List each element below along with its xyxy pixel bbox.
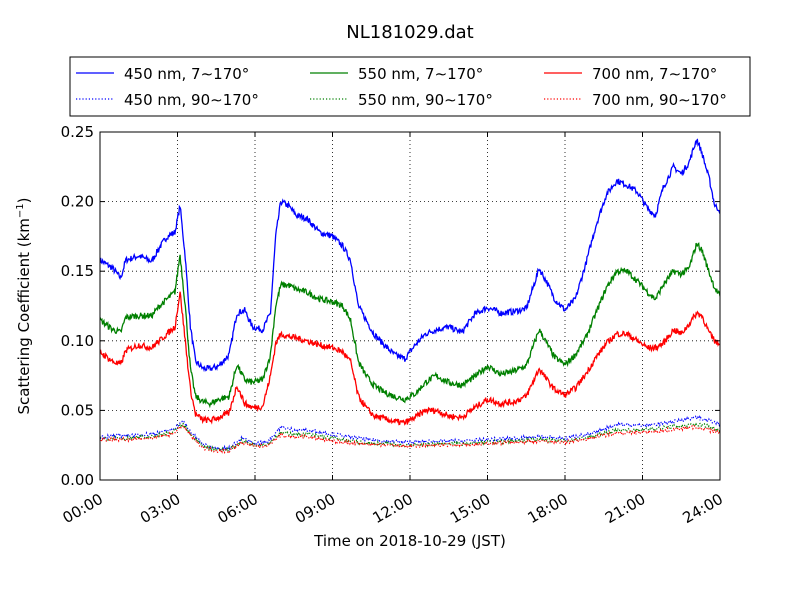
legend-box xyxy=(69,56,751,117)
x-tick-label: 18:00 xyxy=(525,490,571,527)
legend-label-4: 550 nm, 90∼170° xyxy=(358,91,493,109)
y-tick-label: 0.20 xyxy=(61,193,94,211)
legend-label-3: 450 nm, 90∼170° xyxy=(124,91,259,109)
series-line-4 xyxy=(100,422,720,454)
x-tick-label: 12:00 xyxy=(370,490,416,527)
y-tick-label: 0.25 xyxy=(61,123,94,141)
legend: 450 nm, 7∼170° 550 nm, 7∼170° 700 nm, 7∼17… xyxy=(69,56,751,117)
y-axis-label-main: Scattering Coefficient (km xyxy=(15,218,33,414)
series-layer xyxy=(100,138,720,455)
legend-label-5: 700 nm, 90∼170° xyxy=(592,91,727,109)
x-tick-label: 24:00 xyxy=(680,490,726,527)
chart-title: NL181029.dat xyxy=(346,22,473,43)
legend-label-0: 450 nm, 7∼170° xyxy=(124,65,249,83)
grid xyxy=(100,132,720,480)
y-tick-label: 0.15 xyxy=(61,262,94,280)
y-axis-label: Scattering Coefficient (km−1) xyxy=(15,197,33,414)
x-tick-label: 00:00 xyxy=(60,490,106,527)
legend-label-1: 550 nm, 7∼170° xyxy=(358,65,483,83)
legend-label-2: 700 nm, 7∼170° xyxy=(592,65,717,83)
y-axis: 0.00 0.05 0.10 0.15 0.20 0.25 xyxy=(61,123,720,489)
x-tick-label: 09:00 xyxy=(292,490,338,527)
y-axis-label-superscript: −1 xyxy=(15,203,26,218)
x-axis-label: Time on 2018-10-29 (JST) xyxy=(313,532,506,550)
y-tick-label: 0.05 xyxy=(61,401,94,419)
y-tick-label: 0.00 xyxy=(61,471,94,489)
series-line-2 xyxy=(100,291,720,426)
x-tick-label: 06:00 xyxy=(215,490,261,527)
y-axis-label-close: ) xyxy=(15,197,33,203)
series-line-3 xyxy=(100,414,720,452)
series-line-1 xyxy=(100,242,720,409)
x-tick-label: 15:00 xyxy=(447,490,493,527)
x-tick-label: 03:00 xyxy=(137,490,183,527)
x-tick-label: 21:00 xyxy=(602,490,648,527)
x-axis: 00:00 03:00 06:00 09:00 12:00 15:00 18:00 21:00… xyxy=(60,132,726,527)
y-tick-label: 0.10 xyxy=(61,332,94,350)
series-line-0 xyxy=(100,138,720,373)
